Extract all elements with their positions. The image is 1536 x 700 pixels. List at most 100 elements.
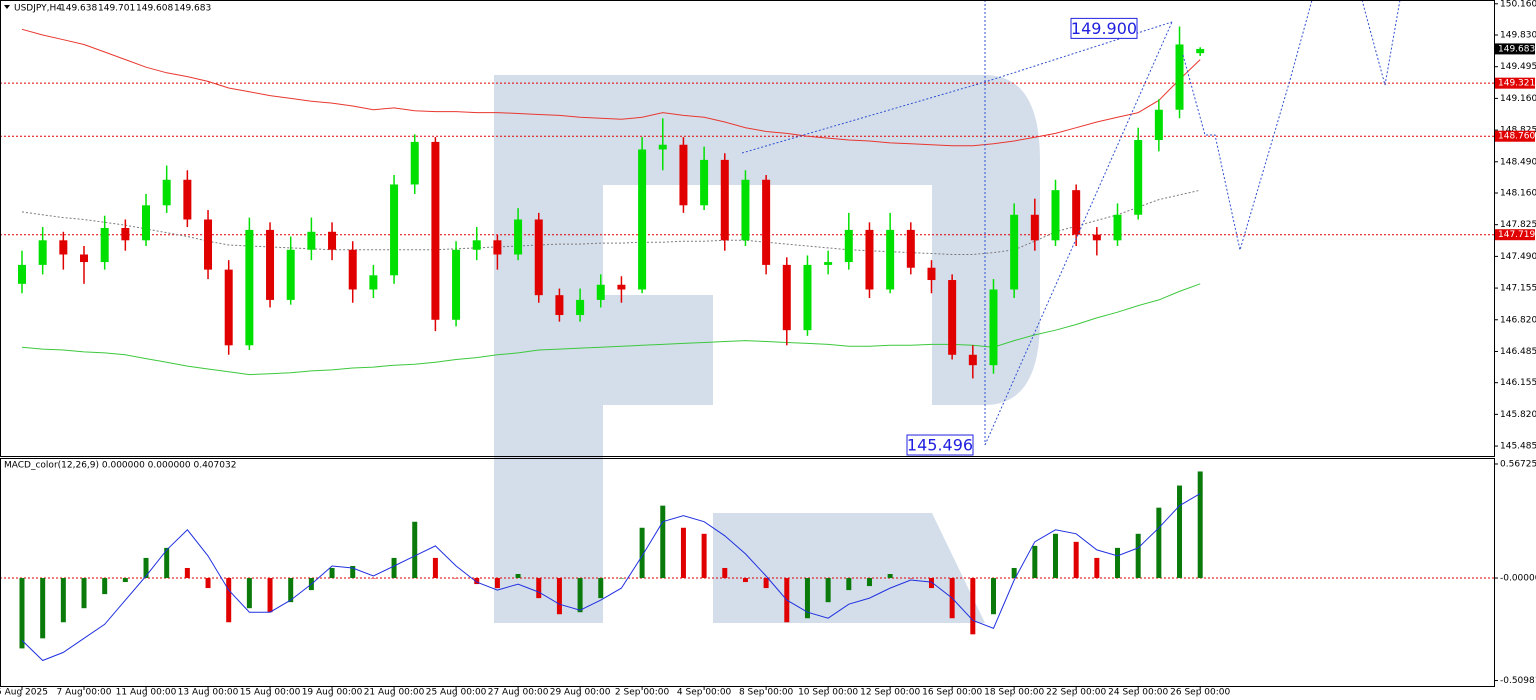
candle-body: [1154, 109, 1163, 141]
macd-bar: [40, 578, 46, 639]
macd-bar: [81, 578, 87, 609]
x-tick-label: 18 Sep 00:00: [984, 688, 1044, 698]
y-tick-label: 149.495: [1500, 62, 1536, 72]
macd-bar: [19, 578, 25, 649]
candle-body: [142, 205, 151, 241]
macd-bar: [329, 567, 335, 579]
macd-bar: [515, 574, 521, 579]
macd-bar: [412, 521, 418, 579]
y-tick-label: 148.160: [1500, 188, 1536, 198]
candle-body: [18, 264, 26, 284]
macd-bar: [1011, 567, 1017, 579]
trend-line: [984, 21, 1173, 446]
forecast-line: [1361, 0, 1401, 86]
y-tick-label: 147.155: [1500, 284, 1536, 294]
macd-bar: [226, 578, 232, 623]
header-low: 149.608: [136, 4, 173, 14]
level-label: 148.760: [1498, 132, 1535, 142]
candle-body: [431, 141, 440, 320]
candle-body: [824, 262, 833, 265]
candle-body: [1134, 140, 1143, 215]
candle-body: [1072, 190, 1081, 235]
candle-body: [183, 179, 192, 220]
candle-body: [679, 144, 688, 206]
macd-bar: [680, 527, 686, 579]
x-tick-label: 27 Aug 00:00: [488, 688, 549, 698]
macd-bar: [908, 578, 914, 579]
price-marker-box: [906, 434, 974, 456]
y-tick-label: 148.825: [1500, 126, 1536, 136]
candle-body: [38, 240, 47, 265]
last-price-box: [1495, 43, 1535, 55]
level-label: 149.321: [1498, 79, 1535, 89]
candle-body: [782, 264, 791, 331]
macd-bar: [598, 578, 604, 599]
candle-body: [472, 240, 481, 250]
candle-body: [245, 229, 254, 346]
candle-body: [369, 275, 378, 290]
candle-body: [865, 229, 874, 290]
candle-body: [555, 295, 564, 316]
x-tick-label: 19 Aug 00:00: [302, 688, 363, 698]
candle-body: [658, 144, 667, 150]
candle-body: [59, 240, 68, 255]
header-open: 149.638: [60, 4, 97, 14]
candle-body: [307, 231, 316, 250]
trend-lines: [741, 0, 1401, 446]
candle-body: [968, 354, 977, 366]
macd-bar: [205, 578, 211, 589]
candle-body: [1051, 190, 1060, 241]
macd-bar: [102, 578, 108, 595]
level-label-box: [1495, 77, 1535, 89]
candle-body: [1010, 214, 1019, 290]
candle-body: [493, 240, 502, 255]
y-tick-label: 150.160: [1500, 0, 1536, 9]
y-tick-label: 146.820: [1500, 315, 1536, 325]
y-tick-label: 146.155: [1500, 378, 1536, 388]
macd-bar: [701, 533, 707, 579]
macd-bar: [1094, 557, 1100, 579]
moving-average: [21, 28, 1201, 147]
candle-body: [534, 219, 543, 296]
candle-body: [80, 254, 89, 263]
last-price-label: 149.683: [1498, 44, 1535, 54]
macd-bar: [184, 567, 190, 579]
macd-bar: [618, 578, 624, 579]
price-marker-box: [1070, 17, 1138, 39]
y-tick-label: 149.160: [1500, 94, 1536, 104]
x-tick-label: 24 Sep 00:00: [1108, 688, 1168, 698]
header-high: 149.701: [98, 4, 135, 14]
macd-bar: [350, 565, 356, 579]
candle-body: [576, 299, 585, 316]
candle-body: [927, 267, 936, 281]
macd-bar: [494, 578, 500, 589]
candle-body: [121, 228, 130, 241]
header-icon: [4, 5, 10, 9]
candle-body: [638, 149, 647, 290]
candle-body: [390, 184, 399, 276]
macd-y-tick-label: -0.509814: [1500, 676, 1536, 686]
macd-bar: [887, 574, 893, 579]
candle-body: [948, 280, 957, 355]
macd-panel-border: [0, 458, 1495, 687]
candle-body: [720, 159, 729, 241]
y-tick-label: 145.485: [1500, 442, 1536, 452]
candle-body: [617, 284, 626, 290]
macd-signal: [21, 493, 1201, 662]
level-label-box: [1495, 229, 1535, 241]
macd-label: MACD_color(12,26,9) 0.000000 0.000000 0.…: [4, 461, 236, 471]
macd-bar: [1032, 545, 1038, 579]
macd-bar: [866, 578, 872, 587]
x-tick-label: 7 Aug 00:00: [57, 688, 112, 698]
watermark-leg: [713, 513, 985, 623]
macd-bar: [1156, 507, 1162, 579]
candle-body: [741, 179, 750, 241]
level-label: 147.719: [1498, 230, 1535, 240]
y-tick-label: 149.830: [1500, 31, 1536, 41]
candle-body: [1030, 214, 1039, 241]
macd-bar: [577, 578, 583, 613]
x-tick-label: 11 Aug 00:00: [116, 688, 177, 698]
x-tick-label: 4 Sep 00:00: [677, 688, 732, 698]
macd-bar: [970, 578, 976, 635]
